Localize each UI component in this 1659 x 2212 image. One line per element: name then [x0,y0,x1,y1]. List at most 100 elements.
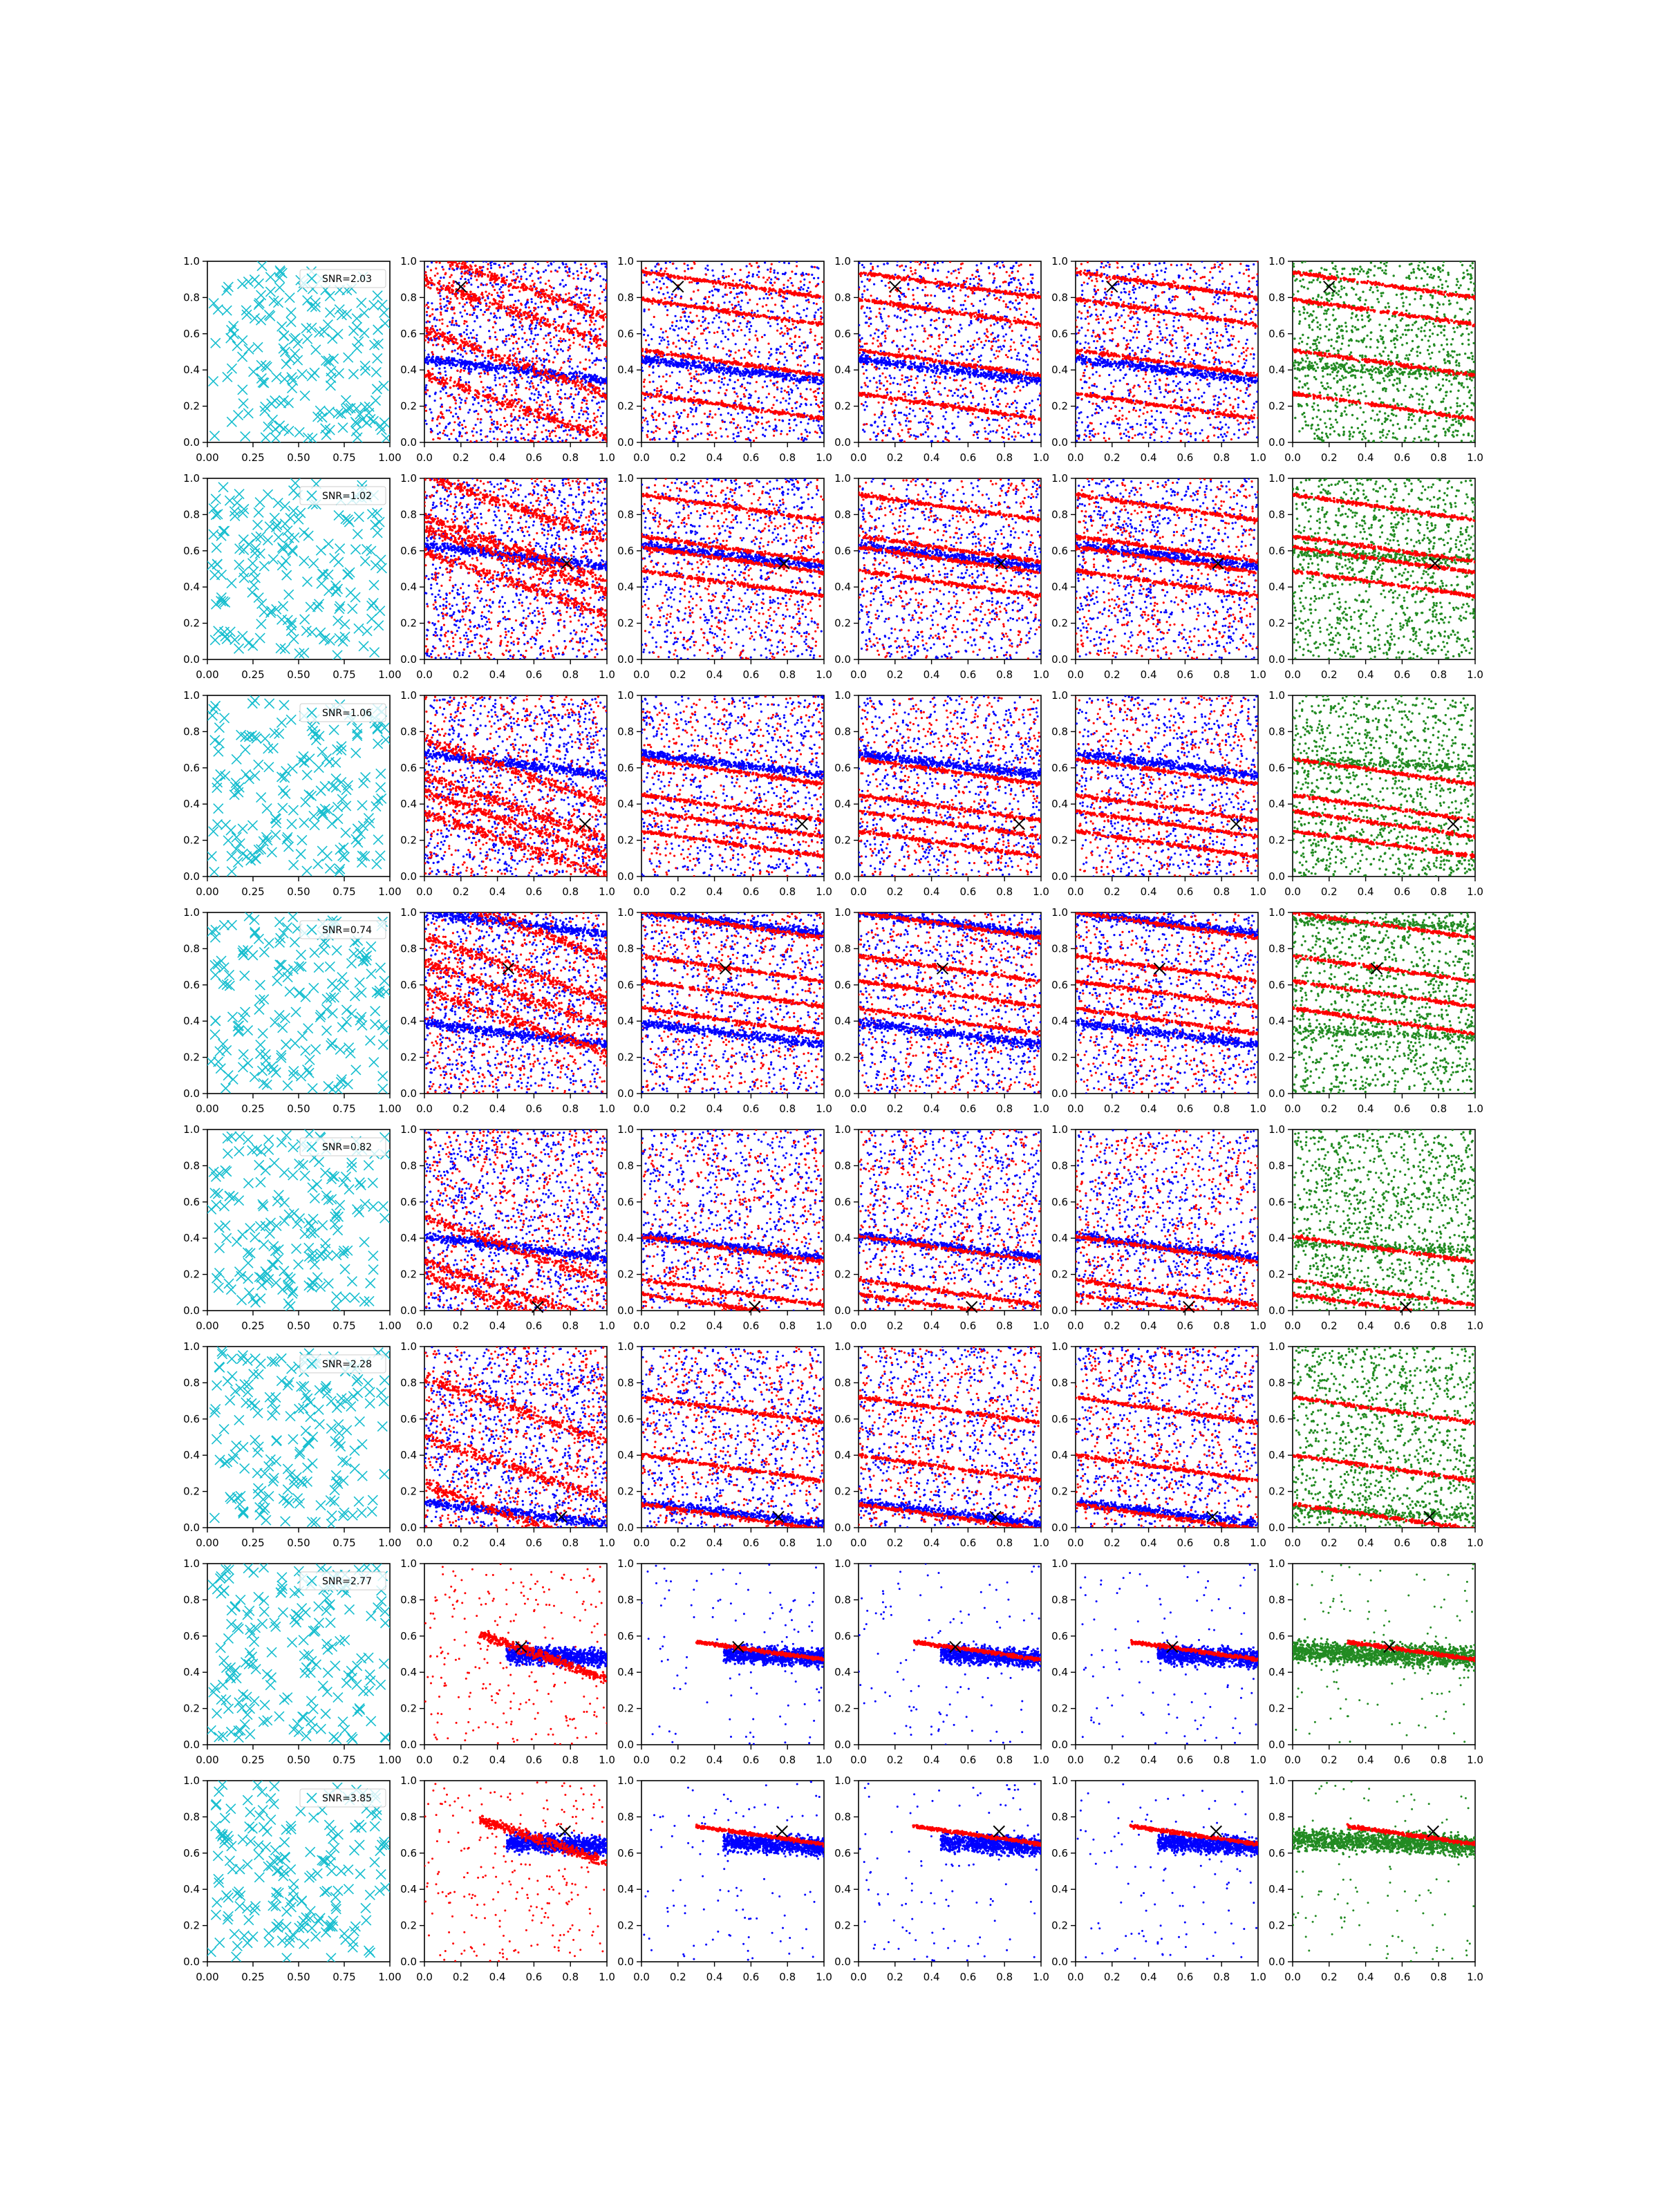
point [532,357,534,359]
point [534,292,537,295]
point [780,391,782,393]
point [505,279,507,281]
point [580,429,583,431]
point [603,378,605,380]
point [807,422,809,424]
point [480,418,482,420]
point [467,270,470,272]
point [455,438,457,440]
point [720,414,722,416]
point [764,380,766,382]
point [546,320,549,323]
point [746,323,748,325]
point [501,301,504,303]
y-tick-label: 0.4 [183,364,200,376]
point [818,427,821,429]
y-tick-label: 0.6 [617,328,634,340]
point [805,299,807,301]
point [757,421,759,423]
point [713,285,715,288]
point [438,292,440,294]
point [543,401,545,403]
point [498,264,500,266]
point [485,388,487,391]
point [579,297,581,299]
point [577,309,580,312]
point [657,263,659,265]
point [545,341,547,344]
point [484,357,486,359]
point [749,420,751,422]
point [666,309,668,311]
point [427,265,429,268]
point [494,427,496,429]
point [543,424,545,427]
point [481,292,483,294]
point [512,287,514,290]
point [531,361,533,363]
point [435,359,437,362]
point [507,363,510,366]
point [523,264,525,266]
point [457,383,460,386]
point [553,421,556,424]
point [561,381,564,384]
point [568,357,570,359]
point [594,263,596,265]
point [464,350,466,353]
point [597,272,599,274]
point [820,315,822,317]
point [553,409,555,411]
point [798,356,800,358]
point [675,389,677,391]
point [585,313,588,316]
point [503,266,505,268]
point [456,268,458,270]
point [646,420,648,422]
point [491,275,494,278]
point [540,296,543,299]
point [506,398,509,401]
point [698,319,700,321]
point [605,279,607,281]
point [588,359,590,362]
point [438,319,440,321]
point [524,271,526,273]
point [817,268,819,270]
point [794,375,796,377]
point [552,362,554,364]
point [487,393,490,396]
point [787,286,789,288]
point [588,301,590,303]
point [665,262,667,264]
point [767,279,769,281]
point [678,386,680,388]
point [803,439,805,441]
point [766,396,768,398]
point [591,377,593,379]
point [460,293,463,296]
point [474,297,477,299]
point [673,341,675,344]
point [652,416,654,418]
point [499,408,501,410]
point [605,427,607,429]
point [455,320,457,322]
point [518,326,521,328]
point [662,355,664,357]
point [746,326,748,328]
point [427,353,429,355]
point [821,337,823,339]
point [776,429,778,431]
point [540,382,542,384]
point [782,296,784,298]
point [527,415,530,418]
point [689,321,691,323]
point [545,429,547,431]
point [803,377,805,379]
point [523,268,525,270]
point [551,375,554,378]
point [703,364,705,366]
point [745,343,747,345]
point [529,368,532,371]
